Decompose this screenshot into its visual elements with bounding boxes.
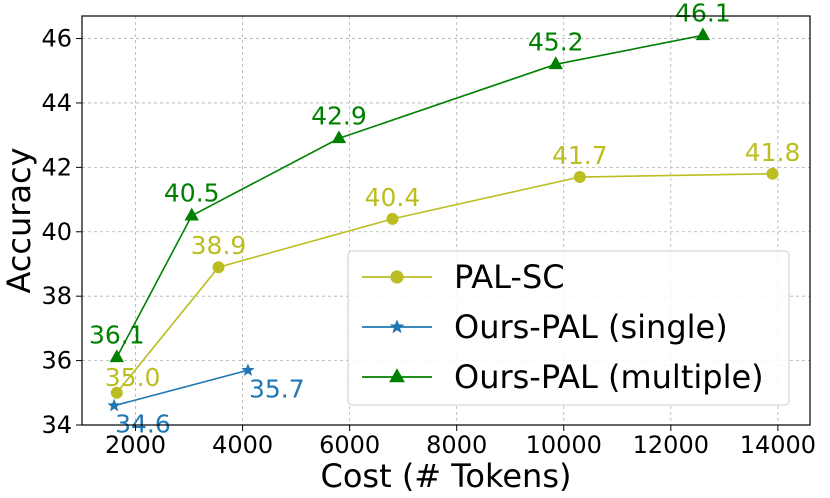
star-marker [241,363,255,376]
triangle-marker [109,349,124,363]
y-tick-label: 38 [41,282,72,310]
data-label: 36.1 [89,320,145,349]
y-tick-label: 36 [41,347,72,375]
triangle-marker [548,56,563,70]
x-axis-title: Cost (# Tokens) [321,457,572,495]
circle-marker [212,261,225,274]
x-tick-label: 6000 [319,431,380,459]
series-0 [110,167,779,399]
triangle-marker [331,130,347,144]
y-tick-label: 44 [41,89,72,117]
x-tick-label: 14000 [740,431,816,459]
y-tick-label: 40 [41,218,72,246]
x-tick-label: 2000 [105,431,166,459]
series-1 [107,363,255,412]
y-tick-label: 42 [41,153,72,181]
legend-label: Ours-PAL (single) [454,308,728,346]
legend: PAL-SC Ours-PAL (single) Ours-PAL (multipl… [347,250,790,406]
star-marker [389,319,405,334]
legend-label: PAL-SC [454,258,565,296]
axis-ticks: 2000 4000 6000 8000 10000 12000 14000 34 36 38 40 4… [41,25,816,459]
legend-label: Ours-PAL (multiple) [454,358,764,396]
data-label: 41.8 [745,138,801,167]
circle-marker [766,167,779,180]
data-label: 40.4 [365,183,421,212]
data-label: 35.7 [249,374,305,403]
data-label: 40.5 [164,179,220,208]
data-label: 41.7 [552,141,608,170]
y-tick-label: 46 [41,25,72,53]
triangle-marker [695,27,711,41]
data-label: 45.2 [528,27,584,56]
y-tick-label: 34 [41,411,72,439]
circle-marker [110,386,123,399]
plot-area-frame [81,15,811,426]
circle-marker [386,212,399,225]
series-layer [107,27,779,412]
x-tick-label: 12000 [633,431,709,459]
legend-entry: PAL-SC [362,258,565,296]
series-line [113,369,249,407]
data-label: 38.9 [191,231,247,260]
y-axis-title: Accuracy [0,147,38,293]
triangle-marker [389,368,405,383]
data-label: 42.9 [311,101,367,130]
legend-entry: Ours-PAL (single) [362,308,728,346]
x-tick-label: 4000 [212,431,273,459]
circle-marker [390,270,404,284]
star-marker [107,398,121,412]
legend-box [347,250,790,406]
data-label: 46.1 [675,0,731,27]
x-tick-label: 8000 [426,431,487,459]
data-label: 34.6 [115,410,171,439]
legend-entry: Ours-PAL (multiple) [362,358,764,396]
series-2 [109,27,711,363]
x-tick-label: 10000 [526,431,602,459]
circle-marker [573,171,586,184]
data-labels: 35.0 38.9 40.4 41.7 41.8 34.6 35.7 36.1 40.5 42.9… [89,0,800,439]
data-label: 35.0 [105,363,161,392]
triangle-marker [184,207,199,221]
